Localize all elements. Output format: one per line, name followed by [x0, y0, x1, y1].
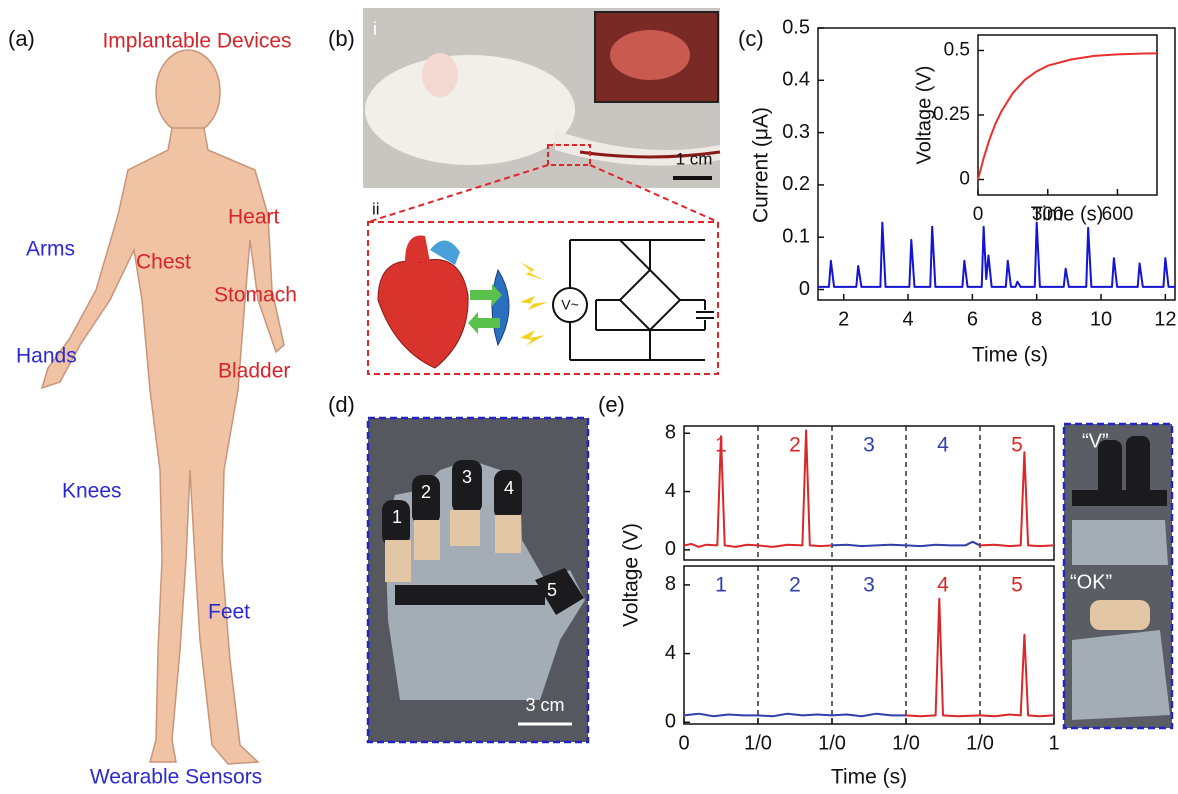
x-tick-label: 4 — [902, 308, 913, 330]
segment-label: 4 — [937, 574, 949, 597]
footer-label: Wearable Sensors — [90, 766, 262, 789]
x-tick-label: 0 — [678, 732, 689, 754]
x-tick-label: 1/0 — [892, 732, 920, 754]
segment-label: 3 — [863, 574, 875, 597]
site-label: Chest — [136, 251, 191, 274]
segment-label: 1 — [715, 574, 727, 597]
plot-frame — [978, 35, 1157, 195]
site-label: Hands — [16, 345, 77, 368]
finger-label: 3 — [462, 467, 472, 487]
scale-bar-label: 1 cm — [676, 149, 713, 168]
panel-title: Implantable Devices — [102, 30, 291, 53]
scale-bar-label: 3 cm — [525, 695, 564, 715]
segment-label: 1 — [715, 434, 727, 457]
finger-label: 4 — [504, 478, 514, 498]
panel-label: (c) — [738, 26, 764, 51]
y-tick-label: 0.1 — [782, 226, 810, 248]
y-tick-label: 4 — [665, 480, 676, 502]
x-tick-label: 600 — [1102, 204, 1134, 225]
segment-label: 5 — [1011, 574, 1023, 597]
finger-label: 2 — [421, 482, 431, 502]
segment-label: 3 — [863, 434, 875, 457]
y-tick-label: 0.4 — [782, 69, 810, 91]
y-tick-label: 4 — [665, 642, 676, 664]
y-tick-label: 0 — [799, 278, 810, 300]
segment-line — [684, 714, 758, 717]
y-tick-label: 0.2 — [782, 173, 810, 195]
panel-label: (a) — [8, 26, 35, 51]
circuit-label: V~ — [561, 297, 579, 313]
y-tick-label: 0.3 — [782, 121, 810, 143]
site-label: Feet — [208, 601, 250, 624]
segment-line — [832, 545, 906, 546]
data-line — [818, 223, 1175, 287]
page: (a) Implantable Devices Heart Chest Stom… — [0, 0, 1178, 794]
segment-line — [832, 714, 906, 717]
body-figure — [42, 50, 284, 764]
segment-line — [980, 635, 1054, 717]
segment-line — [906, 542, 980, 546]
x-axis-label: Time (s) — [972, 344, 1048, 367]
segment-label: 4 — [937, 434, 949, 457]
site-label: Knees — [62, 480, 122, 503]
segment-line — [758, 714, 832, 717]
sub-label: i — [373, 19, 377, 39]
segment-line — [906, 599, 980, 717]
site-label: Heart — [228, 206, 280, 229]
finger-label: 5 — [547, 580, 557, 600]
segment-label: 2 — [789, 574, 801, 597]
x-axis-label: Time (s) — [831, 766, 907, 789]
y-tick-label: 0 — [665, 711, 676, 733]
site-label: Bladder — [218, 360, 290, 383]
site-label: Stomach — [214, 284, 297, 307]
gesture-label: “OK” — [1070, 571, 1112, 593]
y-axis-label: Voltage (V) — [620, 523, 643, 627]
x-tick-label: 1 — [1048, 732, 1059, 754]
x-tick-label: 6 — [967, 308, 978, 330]
y-axis-label: Voltage (V) — [913, 66, 935, 165]
gesture-label: “V” — [1082, 430, 1109, 452]
y-tick-label: 0 — [959, 169, 970, 190]
x-tick-label: 1/0 — [966, 732, 994, 754]
y-tick-label: 0 — [665, 538, 676, 560]
x-tick-label: 1/0 — [744, 732, 772, 754]
finger-label: 1 — [392, 507, 402, 527]
segment-label: 5 — [1011, 434, 1023, 457]
y-tick-label: 8 — [665, 422, 676, 444]
y-tick-label: 0.5 — [782, 16, 810, 38]
x-tick-label: 12 — [1154, 308, 1176, 330]
panel-label: (e) — [598, 392, 625, 417]
segment-line — [980, 452, 1054, 546]
panel-label: (d) — [328, 392, 355, 417]
site-label: Arms — [26, 238, 75, 261]
x-axis-label: Time (s) — [1031, 203, 1104, 225]
panel-label: (b) — [328, 26, 355, 51]
rat-photo — [363, 8, 720, 188]
sub-label: ii — [372, 199, 380, 218]
x-tick-label: 1/0 — [818, 732, 846, 754]
figure: (a) Implantable Devices Heart Chest Stom… — [0, 0, 1178, 794]
y-tick-label: 0.25 — [933, 104, 970, 125]
y-tick-label: 8 — [665, 573, 676, 595]
y-tick-label: 0.5 — [944, 39, 970, 60]
x-tick-label: 2 — [838, 308, 849, 330]
x-tick-label: 0 — [973, 204, 984, 225]
y-axis-label: Current (μA) — [750, 107, 773, 223]
x-tick-label: 10 — [1090, 308, 1112, 330]
segment-label: 2 — [789, 434, 801, 457]
heart-schematic — [378, 236, 714, 368]
x-tick-label: 8 — [1031, 308, 1042, 330]
